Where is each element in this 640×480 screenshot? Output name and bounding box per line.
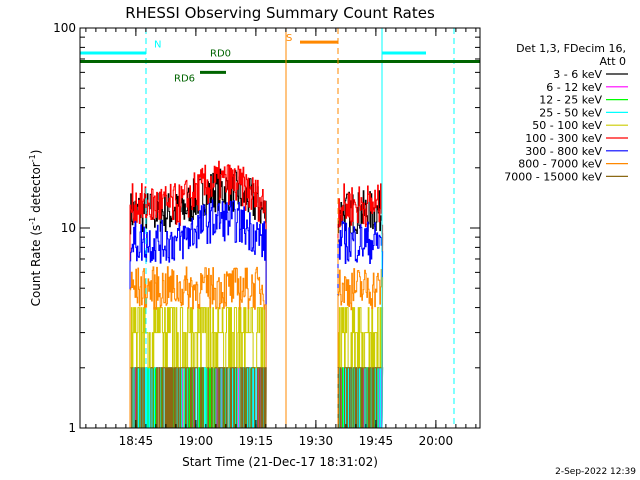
x-axis: 18:45 19:00 19:15 19:30 19:45 20:00 bbox=[85, 28, 477, 448]
series-layer bbox=[129, 160, 384, 428]
legend-label: 25 - 50 keV bbox=[539, 106, 602, 119]
y-axis-label: Count Rate (s-1 detector-1) bbox=[28, 150, 43, 307]
legend-label: 300 - 800 keV bbox=[525, 145, 602, 158]
legend-label: 800 - 7000 keV bbox=[518, 158, 602, 171]
y-label-part-c: ) bbox=[29, 150, 43, 155]
legend-label: 100 - 300 keV bbox=[525, 132, 602, 145]
y-label-sup-a: -1 bbox=[28, 217, 37, 225]
y-tick-label: 100 bbox=[53, 21, 76, 35]
x-tick-label: 19:15 bbox=[239, 434, 274, 448]
x-tick-label: 20:00 bbox=[419, 434, 454, 448]
y-label-sup-b: -1 bbox=[28, 154, 37, 162]
y-tick-label: 10 bbox=[61, 221, 76, 235]
legend-label: 50 - 100 keV bbox=[532, 119, 602, 132]
series-line bbox=[129, 199, 384, 428]
flag-label: RD6 bbox=[174, 74, 195, 85]
chart-title: RHESSI Observing Summary Count Rates bbox=[125, 4, 435, 22]
flag-label: RD0 bbox=[210, 49, 231, 60]
y-label-part-b: detector bbox=[29, 162, 43, 217]
x-tick-label: 19:00 bbox=[179, 434, 214, 448]
x-tick-label: 19:45 bbox=[359, 434, 394, 448]
series-line bbox=[130, 367, 383, 428]
footer-date: 2-Sep-2022 12:39 bbox=[555, 467, 636, 477]
legend-label: 12 - 25 keV bbox=[539, 94, 602, 107]
flag-label: S bbox=[286, 33, 292, 44]
y-tick-label: 1 bbox=[68, 421, 76, 435]
x-tick-label: 19:30 bbox=[299, 434, 334, 448]
legend-label: 7000 - 15000 keV bbox=[504, 170, 602, 183]
legend-label: 3 - 6 keV bbox=[553, 68, 602, 81]
y-label-part-a: Count Rate (s bbox=[29, 225, 43, 307]
flag-layer: N RD6 RD0 S bbox=[79, 28, 480, 428]
flag-label: N bbox=[154, 39, 161, 50]
y-axis: 1 10 100 bbox=[53, 21, 480, 435]
series-line bbox=[129, 160, 384, 428]
legend-label: 6 - 12 keV bbox=[546, 81, 602, 94]
x-tick-label: 18:45 bbox=[119, 434, 154, 448]
series-line bbox=[129, 266, 384, 428]
legend-header-line-2: Att 0 bbox=[600, 55, 626, 68]
legend-header-line-1: Det 1,3, FDecim 16, bbox=[516, 42, 626, 55]
x-axis-label: Start Time (21-Dec-17 18:31:02) bbox=[182, 455, 378, 469]
